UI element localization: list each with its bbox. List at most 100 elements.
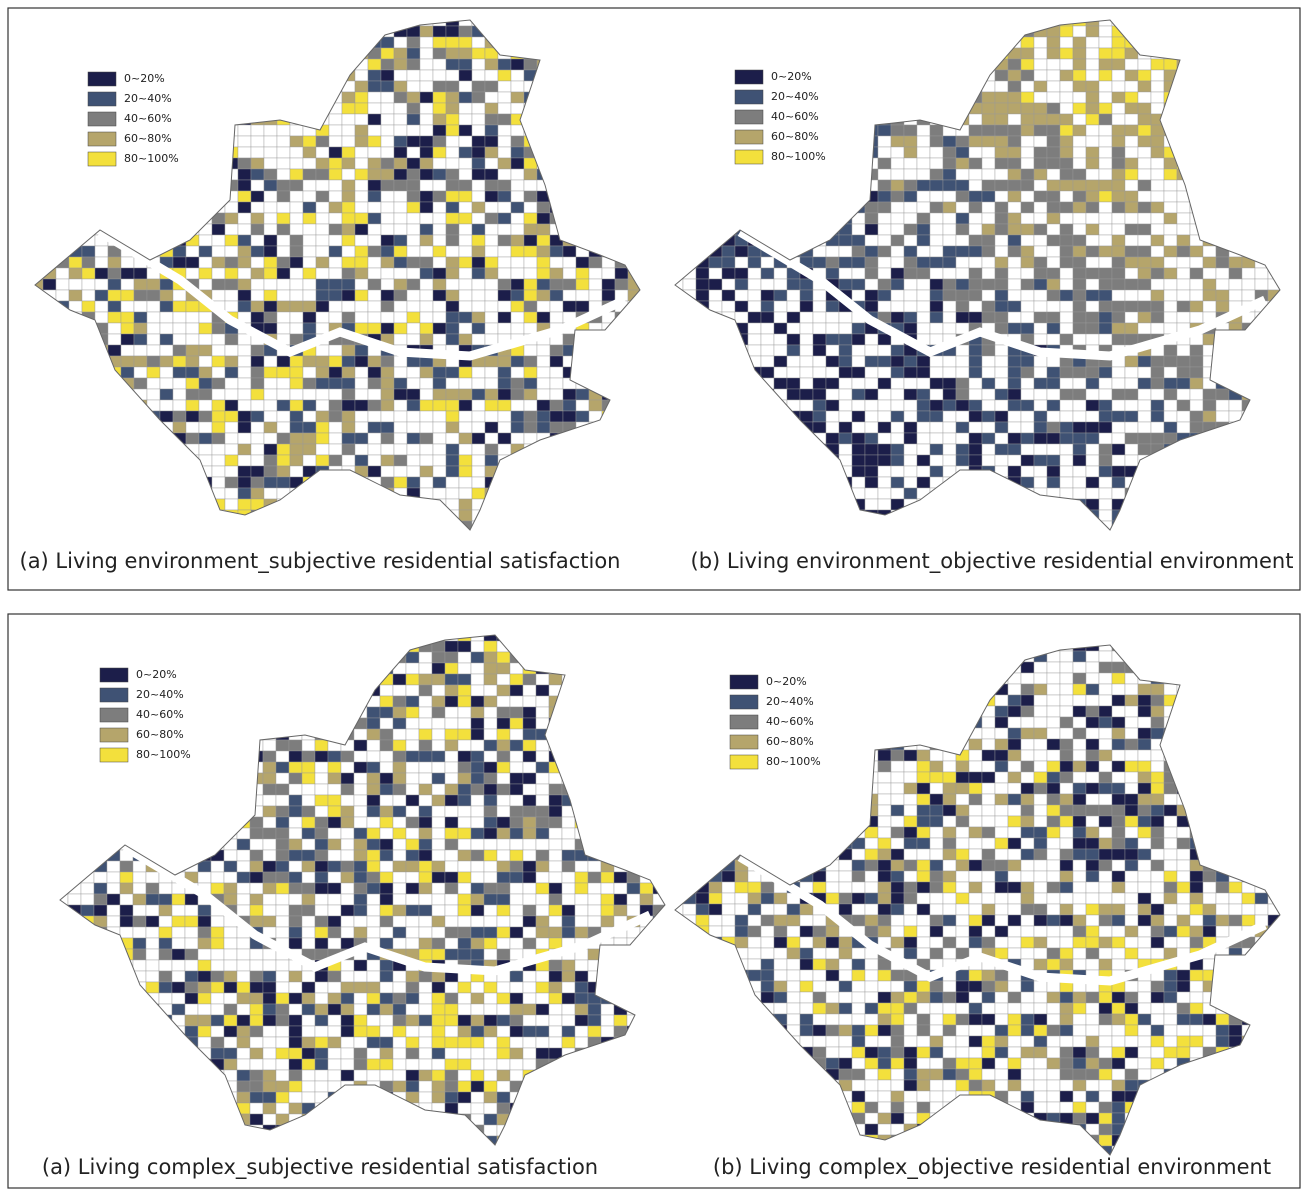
- district: [134, 334, 147, 345]
- district: [186, 466, 199, 477]
- district: [485, 202, 498, 213]
- district: [1099, 411, 1112, 422]
- district: [1060, 532, 1073, 543]
- district: [173, 169, 186, 180]
- district: [302, 707, 315, 718]
- district: [878, 455, 891, 466]
- district: [1229, 15, 1242, 26]
- district: [1099, 191, 1112, 202]
- district: [55, 641, 68, 652]
- district: [69, 279, 82, 290]
- district: [511, 378, 524, 389]
- district: [641, 301, 654, 312]
- district: [943, 92, 956, 103]
- district: [589, 191, 602, 202]
- district: [891, 213, 904, 224]
- district: [484, 674, 497, 685]
- district: [1034, 323, 1047, 334]
- district: [56, 455, 69, 466]
- district: [108, 400, 121, 411]
- district: [1151, 136, 1164, 147]
- district: [303, 268, 316, 279]
- district: [1242, 521, 1255, 532]
- district: [121, 477, 134, 488]
- district: [1242, 290, 1255, 301]
- district: [865, 70, 878, 81]
- district: [329, 169, 342, 180]
- district: [524, 466, 537, 477]
- district: [1060, 92, 1073, 103]
- district: [433, 466, 446, 477]
- district: [995, 147, 1008, 158]
- district: [459, 279, 472, 290]
- district: [1229, 103, 1242, 114]
- district: [212, 422, 225, 433]
- district: [341, 630, 354, 641]
- district: [930, 323, 943, 334]
- district: [602, 466, 615, 477]
- district: [43, 235, 56, 246]
- district: [1060, 37, 1073, 48]
- district: [445, 696, 458, 707]
- district: [774, 202, 787, 213]
- district: [394, 378, 407, 389]
- district: [602, 103, 615, 114]
- district: [211, 674, 224, 685]
- district: [943, 510, 956, 521]
- district: [498, 290, 511, 301]
- district: [342, 290, 355, 301]
- district: [342, 411, 355, 422]
- district: [446, 213, 459, 224]
- district: [1268, 301, 1281, 312]
- district: [523, 674, 536, 685]
- district: [930, 125, 943, 136]
- district: [224, 630, 237, 641]
- district: [1151, 224, 1164, 235]
- district: [917, 257, 930, 268]
- district: [82, 521, 95, 532]
- district: [1112, 268, 1125, 279]
- district: [1034, 510, 1047, 521]
- district: [640, 674, 653, 685]
- district: [628, 444, 641, 455]
- district: [1255, 125, 1268, 136]
- district: [1281, 356, 1294, 367]
- district: [1229, 202, 1242, 213]
- district: [696, 70, 709, 81]
- district: [602, 59, 615, 70]
- district: [1242, 180, 1255, 191]
- district: [774, 279, 787, 290]
- district: [1047, 114, 1060, 125]
- district: [709, 37, 722, 48]
- district: [121, 37, 134, 48]
- district: [641, 92, 654, 103]
- district: [696, 213, 709, 224]
- district: [1060, 180, 1073, 191]
- district: [199, 422, 212, 433]
- district: [826, 510, 839, 521]
- district: [670, 26, 683, 37]
- district: [1099, 26, 1112, 37]
- district: [1138, 444, 1151, 455]
- district: [1060, 323, 1073, 334]
- district: [524, 26, 537, 37]
- district: [95, 378, 108, 389]
- district: [43, 114, 56, 125]
- district: [709, 466, 722, 477]
- district: [290, 466, 303, 477]
- district: [1021, 510, 1034, 521]
- district: [316, 268, 329, 279]
- district: [670, 411, 683, 422]
- district: [615, 499, 628, 510]
- district: [813, 521, 826, 532]
- district: [735, 268, 748, 279]
- district: [969, 400, 982, 411]
- district: [748, 257, 761, 268]
- district: [433, 334, 446, 345]
- district: [1125, 37, 1138, 48]
- district: [446, 334, 459, 345]
- district: [394, 70, 407, 81]
- district: [458, 630, 471, 641]
- district: [1125, 235, 1138, 246]
- district: [550, 158, 563, 169]
